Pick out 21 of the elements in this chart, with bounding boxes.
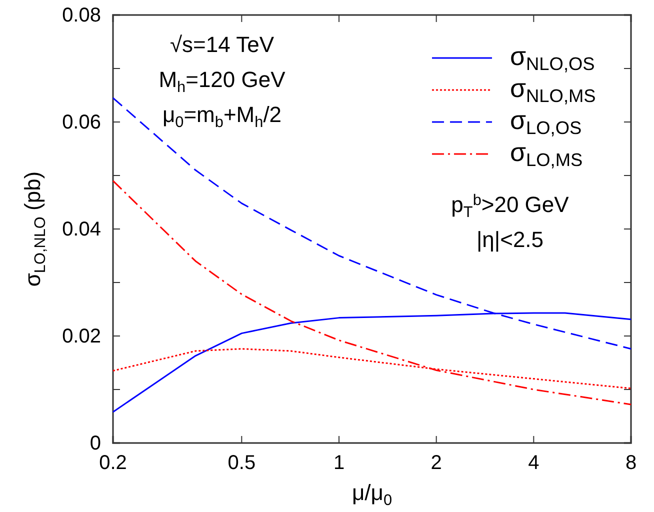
legend-label: σ$_{LO,OS}$ xyxy=(510,105,582,138)
x-tick-label: 4 xyxy=(528,452,540,474)
x-axis-title: μ/μ$_{0}$ xyxy=(352,480,392,508)
x-tick-label: 8 xyxy=(625,452,637,474)
y-tick-label: 0.04 xyxy=(62,218,101,240)
y-tick-label: 0.08 xyxy=(62,4,101,26)
annotation: M$_{h}$=120 GeV xyxy=(158,67,286,96)
annotation: √s=14 TeV xyxy=(170,32,274,57)
legend-label: σ$_{NLO,MS}$ xyxy=(510,73,596,106)
annotation: |η|<2.5 xyxy=(476,227,544,252)
legend-label: σ$_{NLO,OS}$ xyxy=(510,41,595,74)
annotation: p$_{T}$$^{b}$>20 GeV xyxy=(451,192,570,220)
annotation: μ$_{0}$=m$_{b}$+M$_{h}$/2 xyxy=(162,102,282,130)
x-tick-label: 0.2 xyxy=(99,452,127,474)
y-tick-label: 0.06 xyxy=(62,111,101,134)
x-tick-label: 0.5 xyxy=(228,452,256,474)
x-tick-label: 2 xyxy=(430,452,442,474)
y-tick-label: 0.02 xyxy=(62,325,101,348)
x-tick-label: 1 xyxy=(333,452,345,474)
y-tick-label: 0 xyxy=(90,432,101,454)
legend-label: σ$_{LO,MS}$ xyxy=(510,137,583,170)
